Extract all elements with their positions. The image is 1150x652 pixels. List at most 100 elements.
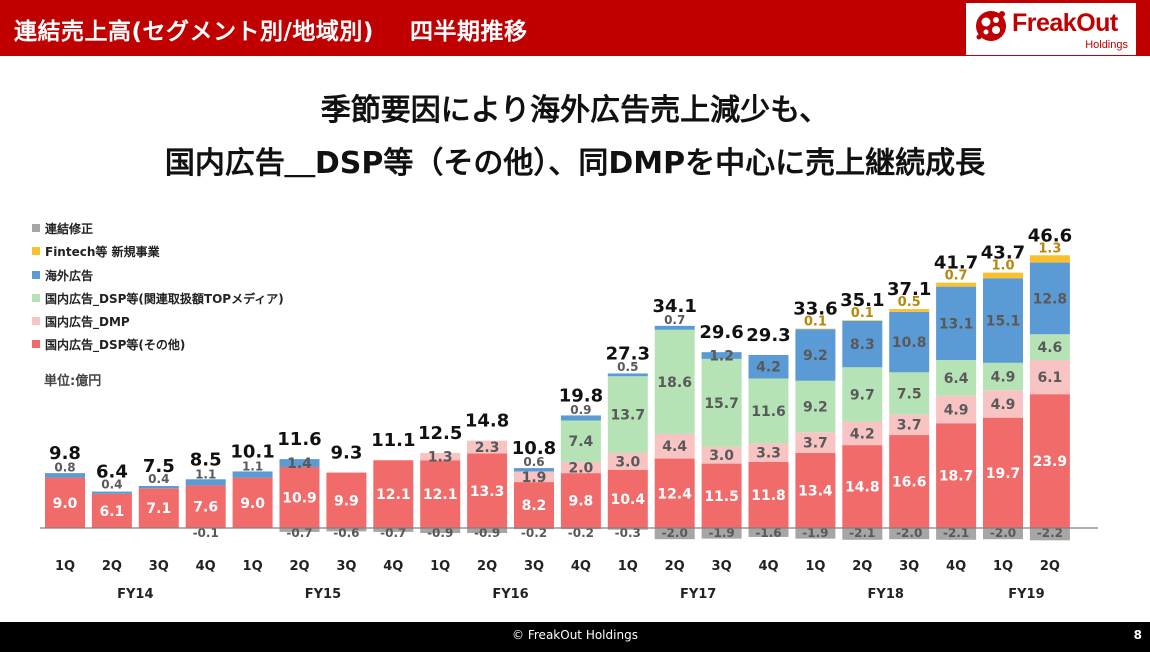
bar-segment [889, 528, 930, 540]
company-logo: FreakOut Holdings [966, 3, 1136, 55]
x-tick-label: 4Q [758, 559, 778, 574]
bar-segment [91, 493, 132, 528]
x-tick-label: 2Q [665, 559, 685, 574]
bar-segment [560, 415, 601, 421]
data-label: 4.2 [850, 426, 875, 442]
data-label: 1.4 [287, 456, 312, 472]
legend-label: 国内広告_DMP [45, 315, 130, 330]
total-label: 29.6 [699, 322, 743, 343]
total-label: 11.1 [371, 430, 415, 451]
data-label: 12.4 [657, 486, 692, 502]
bar-segment [889, 435, 930, 528]
bar-segment [373, 460, 414, 528]
x-tick-label: 3Q [336, 559, 356, 574]
fiscal-year-label: FY14 [117, 587, 153, 602]
data-label: 18.6 [657, 375, 692, 391]
header-title: 連結売上高(セグメント別/地域別) 四半期推移 [14, 12, 527, 46]
bar-segment [607, 469, 648, 528]
bar-segment [560, 473, 601, 528]
fiscal-year-label: FY18 [868, 587, 904, 602]
legend-item: Fintech等 新規事業 [32, 243, 284, 266]
total-label: 10.1 [230, 441, 274, 462]
x-tick-label: 1Q [993, 559, 1013, 574]
legend-item: 国内広告_DMP [32, 313, 284, 336]
data-label: 0.7 [945, 269, 968, 284]
bar-segment [701, 446, 742, 464]
data-label: -0.6 [333, 526, 359, 540]
bar-segment [889, 309, 930, 312]
bar-segment [654, 329, 695, 434]
bar-segment [842, 320, 883, 368]
bar-segment [795, 432, 836, 453]
bar-segment [232, 477, 273, 528]
fiscal-year-label: FY17 [680, 587, 716, 602]
data-label: 14.8 [845, 480, 880, 496]
data-label: 7.6 [193, 500, 218, 516]
logo-sub: Holdings [1085, 39, 1128, 51]
bar-segment [936, 360, 977, 396]
bar-segment [45, 477, 85, 528]
total-label: 9.8 [49, 443, 81, 464]
bar-segment [936, 286, 977, 360]
bar-segment [279, 466, 320, 528]
legend-label: 国内広告_DSP等(関連取扱額TOPメディア) [45, 291, 284, 306]
data-label: 11.6 [751, 404, 786, 420]
data-label: 15.1 [986, 314, 1021, 330]
data-label: 7.1 [146, 501, 171, 517]
data-label: 8.3 [850, 337, 875, 353]
data-label: 1.1 [195, 467, 216, 481]
data-label: 23.9 [1033, 454, 1068, 470]
data-label: 13.7 [611, 408, 646, 424]
bar-segment [607, 452, 648, 470]
total-label: 46.6 [1028, 225, 1072, 246]
bar-segment [936, 395, 977, 424]
bar-segment [748, 461, 789, 528]
data-label: 4.9 [991, 397, 1016, 413]
fiscal-year-label: FY15 [305, 587, 341, 602]
total-label: 34.1 [652, 296, 696, 317]
data-label: 3.0 [709, 448, 734, 464]
data-label: 0.9 [570, 403, 591, 417]
bar-segment [1029, 255, 1070, 263]
data-label: 11.8 [751, 488, 786, 504]
data-label: 3.7 [803, 436, 828, 452]
bar-segment [842, 421, 883, 446]
data-label: -0.3 [615, 526, 641, 540]
total-label: 35.1 [840, 290, 884, 311]
data-label: 13.3 [470, 484, 505, 500]
fiscal-year-label: FY16 [492, 587, 528, 602]
legend-item: 連結修正 [32, 220, 284, 243]
data-label: -0.1 [193, 526, 219, 540]
data-label: 2.3 [475, 440, 500, 456]
x-tick-label: 3Q [524, 559, 544, 574]
bar-segment [1029, 360, 1070, 395]
data-label: 9.7 [850, 387, 875, 403]
legend-label: 海外広告 [45, 268, 94, 283]
data-label: -0.9 [427, 526, 453, 540]
bar-segment [45, 473, 85, 478]
data-label: 12.1 [376, 487, 411, 503]
data-label: -1.6 [755, 526, 781, 540]
bar-segment [326, 528, 367, 532]
bar-segment [560, 461, 601, 474]
data-label: 4.2 [756, 360, 781, 376]
data-label: 12.1 [423, 487, 458, 503]
legend-label: 連結修正 [45, 222, 94, 236]
bar-segment [607, 528, 648, 530]
data-label: 9.0 [53, 496, 78, 512]
bar-segment [467, 440, 508, 454]
bar-segment [701, 528, 742, 539]
x-tick-label: 1Q [618, 559, 638, 574]
total-label: 14.8 [465, 411, 509, 432]
total-label: 37.1 [887, 279, 931, 300]
bar-segment [607, 376, 648, 453]
data-label: 9.8 [568, 494, 593, 510]
data-label: 6.4 [944, 371, 969, 387]
total-label: 27.3 [606, 343, 650, 364]
bar-segment [795, 528, 836, 539]
bar-segment [748, 443, 789, 462]
x-tick-label: 2Q [102, 559, 122, 574]
total-label: 12.5 [418, 423, 462, 444]
bar-segment [654, 528, 695, 540]
total-label: 6.4 [96, 462, 128, 483]
